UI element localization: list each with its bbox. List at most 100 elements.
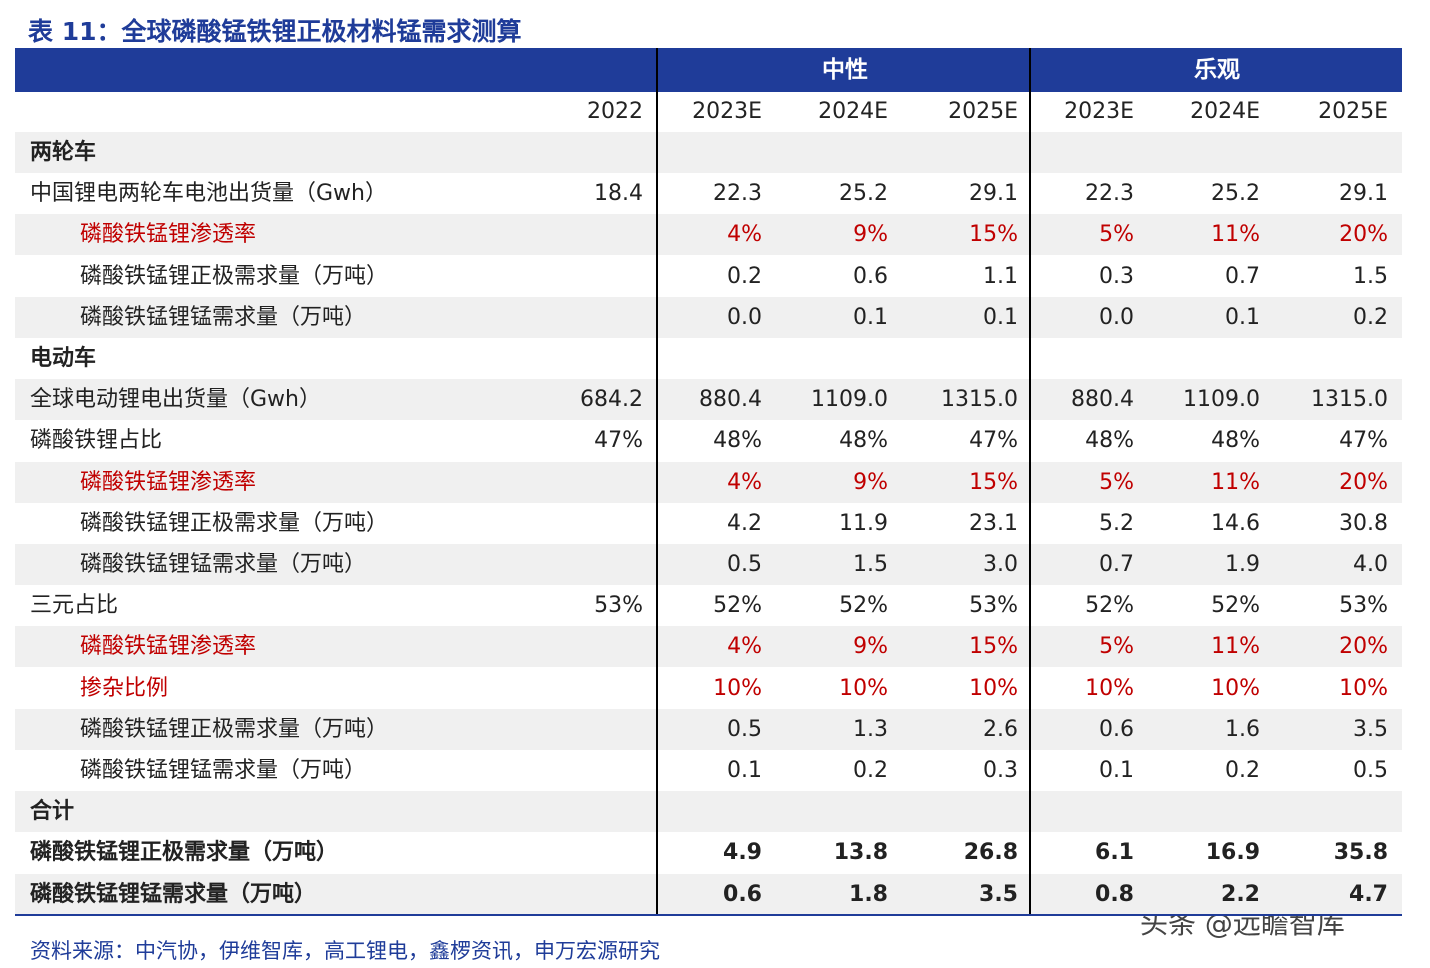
row-label: 两轮车 [30,140,97,165]
cell-value: 1.3 [853,716,888,742]
cell-value: 47% [969,428,1018,454]
cell-value: 0.6 [853,263,888,289]
cell-value: 47% [1339,428,1388,454]
cell-value: 48% [839,428,888,454]
row-label: 磷酸铁锰锂锰需求量（万吨） [30,881,317,907]
cell-value: 0.1 [1225,304,1260,330]
group-header: 中性 [822,57,868,83]
row-label: 磷酸铁锰锂锰需求量（万吨） [80,304,367,330]
cell-value: 3.5 [979,881,1018,907]
cell-value: 22.3 [713,181,762,207]
cell-value: 52% [1085,593,1134,619]
table-title: 表 11：全球磷酸锰铁锂正极材料锰需求测算 [28,17,522,46]
cell-value: 11% [1211,469,1260,495]
source-note: 资料来源：中汽协，伊维智库，高工锂电，鑫椤资讯，申万宏源研究 [30,939,660,963]
cell-value: 0.5 [1353,758,1388,783]
table-row [15,791,1402,833]
row-label: 磷酸铁锰锂锰需求量（万吨） [80,758,367,783]
cell-value: 30.8 [1339,510,1388,536]
cell-value: 26.8 [963,840,1018,866]
cell-value: 0.1 [983,304,1018,330]
divider [656,48,658,916]
cell-value: 0.6 [723,881,762,907]
cell-value: 0.2 [853,758,888,783]
cell-value: 1315.0 [1311,387,1388,413]
cell-value: 0.7 [1225,263,1260,289]
cell-value: 0.1 [1099,758,1134,783]
cell-value: 10% [839,675,888,701]
cell-value: 23.1 [969,510,1018,536]
year-header: 2023E [1064,99,1134,124]
year-header: 2022 [587,99,643,124]
bottom-rule [15,914,1402,916]
cell-value: 3.0 [983,552,1018,577]
year-header: 2025E [948,99,1018,124]
cell-value: 47% [594,428,643,454]
table-row [15,544,1402,585]
cell-value: 0.6 [1099,716,1134,742]
cell-value: 11% [1211,634,1260,660]
cell-value: 0.7 [1099,552,1134,577]
cell-value: 16.9 [1205,840,1260,866]
cell-value: 0.3 [983,758,1018,783]
cell-value: 5.2 [1099,510,1134,536]
cell-value: 48% [713,428,762,454]
cell-value: 5% [1099,469,1134,495]
cell-value: 25.2 [1211,181,1260,207]
table-row [15,873,1402,915]
table-row [15,379,1402,421]
cell-value: 48% [1211,428,1260,454]
cell-value: 0.8 [1095,881,1134,907]
cell-value: 0.0 [1099,304,1134,330]
cell-value: 13.8 [833,840,888,866]
cell-value: 22.3 [1085,181,1134,207]
cell-value: 11% [1211,222,1260,248]
cell-value: 1.5 [853,552,888,577]
cell-value: 9% [853,222,888,248]
group-header: 乐观 [1194,57,1240,83]
row-label: 磷酸铁锰锂渗透率 [80,469,257,495]
cell-value: 14.6 [1211,510,1260,536]
cell-value: 52% [713,593,762,619]
header-band [15,48,1402,92]
cell-value: 35.8 [1333,840,1388,866]
cell-value: 10% [1085,675,1134,701]
cell-value: 0.3 [1099,263,1134,289]
cell-value: 684.2 [580,387,643,413]
cell-value: 1.1 [983,263,1018,289]
year-header: 2023E [692,99,762,124]
cell-value: 4.7 [1349,881,1388,907]
cell-value: 0.5 [727,552,762,577]
cell-value: 4.2 [727,510,762,536]
cell-value: 880.4 [1071,387,1134,413]
cell-value: 9% [853,469,888,495]
cell-value: 10% [969,675,1018,701]
cell-value: 0.5 [727,716,762,742]
cell-value: 10% [1211,675,1260,701]
row-label: 磷酸铁锰锂渗透率 [80,634,257,660]
table-row [15,461,1402,503]
cell-value: 52% [839,593,888,619]
row-label: 掺杂比例 [80,675,169,701]
cell-value: 18.4 [594,181,643,207]
cell-value: 4% [727,469,762,495]
row-label: 合计 [30,799,75,825]
cell-value: 20% [1339,469,1388,495]
divider [1029,48,1031,916]
cell-value: 9% [853,634,888,660]
cell-value: 0.1 [727,758,762,783]
row-label: 磷酸铁锰锂正极需求量（万吨） [80,716,389,742]
cell-value: 53% [1339,593,1388,619]
row-label: 三元占比 [30,593,119,619]
row-label: 磷酸铁锰锂正极需求量（万吨） [80,510,389,536]
table-row [15,338,1402,379]
table-row [15,296,1402,338]
row-label: 磷酸铁锰锂正极需求量（万吨） [30,840,339,866]
cell-value: 53% [594,593,643,619]
cell-value: 25.2 [839,181,888,207]
cell-value: 1109.0 [811,387,888,413]
cell-value: 0.2 [727,263,762,289]
cell-value: 0.1 [853,304,888,330]
cell-value: 2.2 [1221,881,1260,907]
